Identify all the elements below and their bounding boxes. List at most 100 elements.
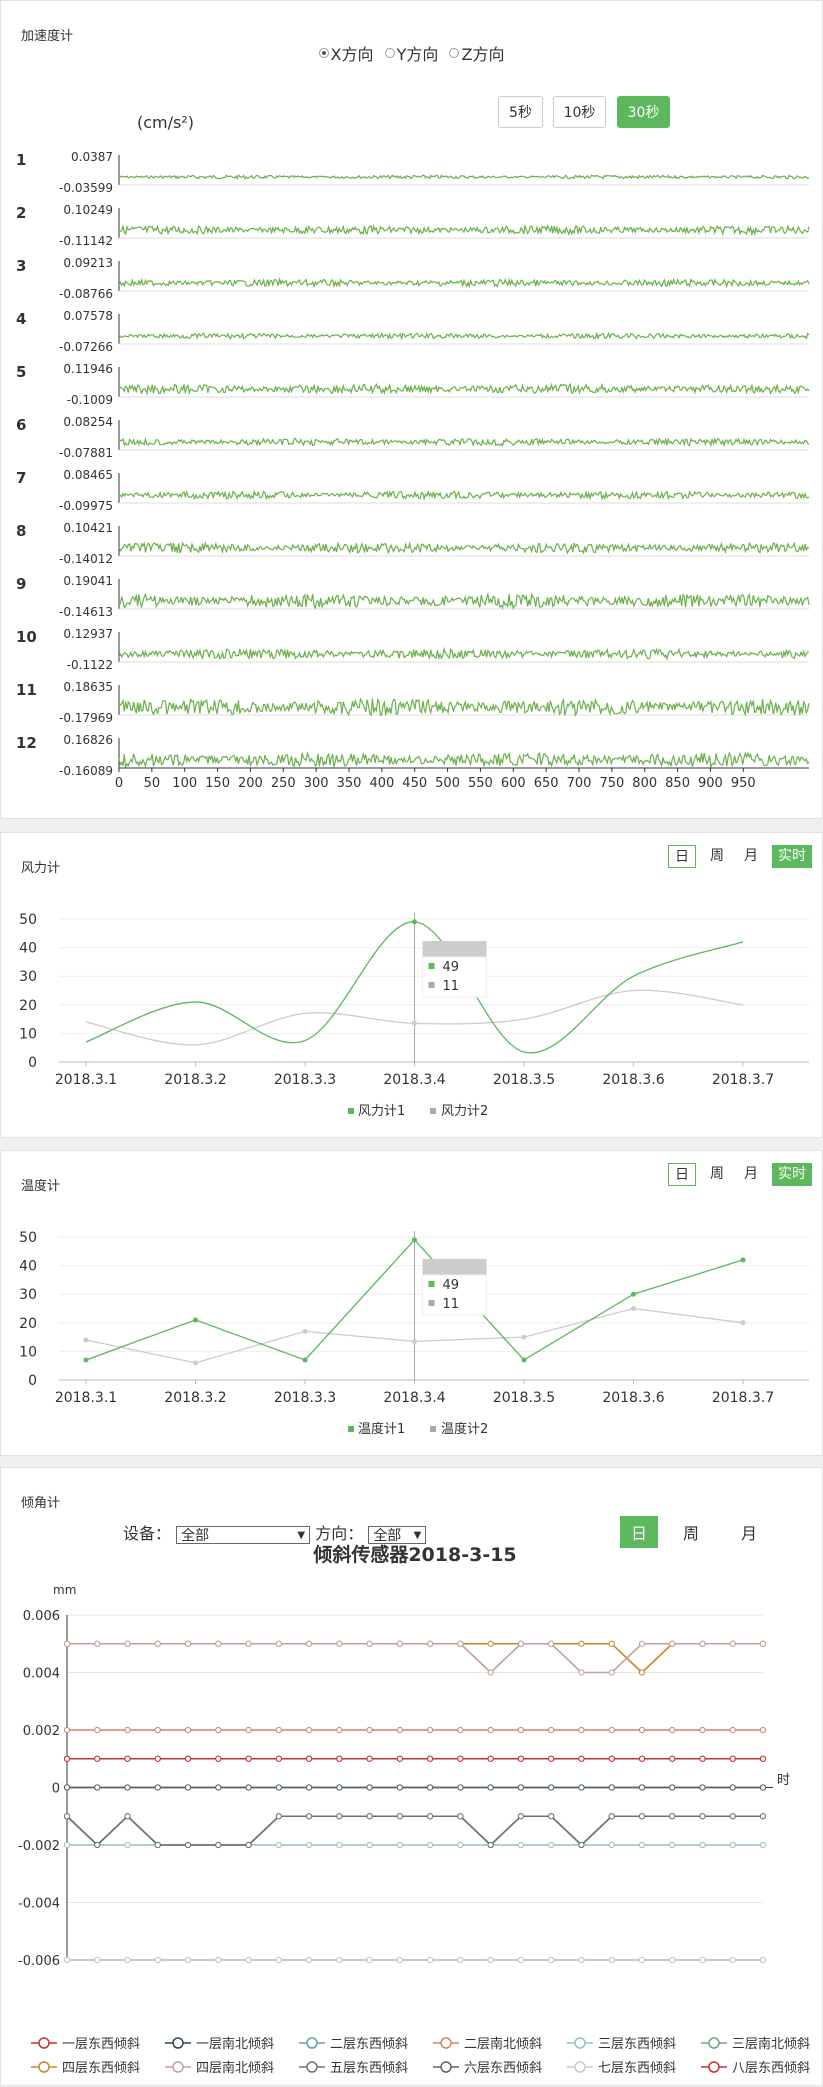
legend-label: 五层东西倾斜 (330, 2061, 408, 2076)
data-point (275, 1784, 282, 1791)
data-point (396, 1813, 403, 1820)
data-point (275, 1841, 282, 1849)
channel-max-label: 0.16826 (63, 733, 113, 747)
data-point (699, 1841, 706, 1849)
x-tick-label: 2018.3.7 (712, 1390, 774, 1406)
time-30s-button[interactable]: 30秒 (617, 96, 670, 128)
x-tick-label: 2018.3.1 (55, 1072, 117, 1088)
channel-max-label: 0.09213 (63, 256, 113, 270)
channel-label: 5 (16, 363, 26, 381)
data-point (608, 1726, 615, 1734)
data-point (396, 1640, 403, 1647)
time-tick-label: 100 (172, 776, 197, 791)
data-point (548, 1841, 555, 1849)
data-point (396, 1956, 403, 1964)
y-tick-label: 30 (19, 969, 37, 985)
direction-y-radio[interactable]: Y方向 (384, 41, 438, 65)
device-select-value: 全部 (181, 1527, 210, 1544)
channel-label: 3 (16, 257, 26, 275)
temperature-realtime-button[interactable]: 实时 (772, 1163, 812, 1186)
data-point (275, 1640, 282, 1647)
accelerometer-panel: 加速度计 X方向 Y方向 Z方向 (cm/s²) 5秒 10秒 30秒 1 0.0… (0, 0, 823, 819)
data-point (63, 1784, 71, 1791)
data-point (63, 1640, 71, 1647)
tooltip-header (422, 1259, 487, 1275)
tilt-month-button[interactable]: 月 (740, 1524, 757, 1543)
wind-day-button[interactable]: 日 (668, 845, 696, 868)
data-point (669, 1841, 676, 1849)
data-point (412, 1237, 417, 1243)
tilt-title: 倾角计 (21, 1496, 61, 1511)
data-point (548, 1813, 555, 1820)
data-point (759, 1956, 767, 1964)
time-tick-label: 200 (238, 776, 263, 791)
data-point (487, 1640, 494, 1647)
time-tick-label: 500 (435, 776, 460, 791)
temperature-week-button[interactable]: 周 (710, 1166, 724, 1182)
y-tick-label: 40 (19, 1259, 37, 1275)
legend-label: 风力计1 (358, 1104, 405, 1119)
data-point (487, 1841, 494, 1849)
data-point (699, 1813, 706, 1820)
legend-swatch (430, 1426, 436, 1432)
data-point (427, 1726, 434, 1734)
data-point (94, 1755, 101, 1762)
data-point (699, 1784, 706, 1791)
time-tick-label: 800 (632, 776, 657, 791)
data-point (669, 1640, 676, 1647)
data-point (638, 1813, 646, 1820)
temperature-month-button[interactable]: 月 (744, 1166, 758, 1182)
data-point (305, 1956, 313, 1964)
channel-waveform (118, 540, 810, 555)
tilt-day-button[interactable]: 日 (620, 1516, 658, 1548)
legend-swatch (430, 1108, 436, 1114)
channel-min-label: -0.11142 (59, 234, 113, 248)
data-point (396, 1841, 403, 1849)
legend-label: 七层东西倾斜 (598, 2061, 676, 2076)
data-point (457, 1640, 464, 1647)
y-tick-label: 20 (19, 1316, 37, 1332)
time-10s-button[interactable]: 10秒 (553, 96, 606, 128)
time-tick-label: 450 (402, 776, 427, 791)
dropdown-arrow-icon: ▼ (297, 1529, 306, 1541)
direction-x-radio[interactable]: X方向 (318, 41, 374, 65)
direction-select[interactable]: 全部 ▼ (368, 1525, 427, 1544)
time-5s-button[interactable]: 5秒 (498, 96, 543, 128)
tilt-week-button[interactable]: 周 (682, 1524, 699, 1543)
accelerometer-title: 加速度计 (21, 29, 74, 44)
data-point (336, 1755, 343, 1762)
data-point (759, 1726, 767, 1734)
data-point (638, 1726, 646, 1734)
legend-marker (574, 2037, 586, 2049)
x-tick-label: 2018.3.4 (383, 1072, 445, 1088)
time-tick-label: 600 (501, 776, 526, 791)
time-tick-label: 950 (731, 776, 756, 791)
temperature-day-button[interactable]: 日 (668, 1163, 696, 1186)
legend-label: 六层东西倾斜 (464, 2061, 542, 2076)
direction-z-radio[interactable]: Z方向 (449, 41, 504, 65)
y-tick-label: 0 (28, 1055, 37, 1071)
data-point (669, 1726, 676, 1734)
wind-realtime-button[interactable]: 实时 (772, 845, 812, 868)
wind-week-button[interactable]: 周 (710, 848, 724, 864)
x-tick-label: 2018.3.3 (274, 1072, 336, 1088)
x-tick-label: 2018.3.2 (164, 1072, 226, 1088)
data-point (124, 1640, 131, 1647)
channel-max-label: 0.10249 (63, 203, 113, 217)
device-select[interactable]: 全部 ▼ (176, 1525, 311, 1544)
data-point (729, 1640, 736, 1647)
data-point (245, 1726, 252, 1734)
data-point (412, 1020, 417, 1026)
data-point (366, 1813, 373, 1820)
data-point (302, 1328, 308, 1334)
channel-label: 12 (16, 734, 37, 752)
data-point (366, 1956, 373, 1964)
direction-x-label: X方向 (330, 45, 374, 64)
y-tick-label: 30 (19, 1287, 37, 1303)
wind-month-button[interactable]: 月 (744, 848, 758, 864)
channel-label: 1 (16, 151, 26, 169)
channel-min-label: -0.1009 (67, 393, 113, 407)
tooltip-swatch (428, 982, 435, 988)
data-point (521, 1334, 527, 1340)
legend-marker (440, 2037, 452, 2049)
